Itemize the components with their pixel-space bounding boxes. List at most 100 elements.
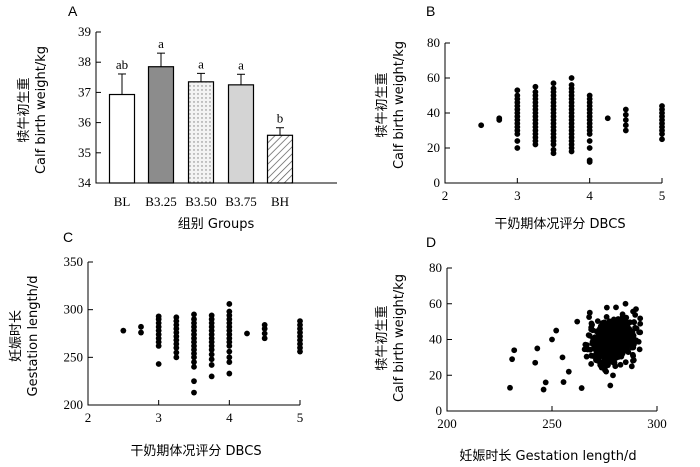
- panel-d-point: [594, 318, 601, 325]
- panel-b-point: [550, 80, 557, 87]
- panel-d-point: [633, 325, 640, 332]
- panel-a-bar: [266, 134, 294, 184]
- panel-c-point: [226, 354, 233, 361]
- panel-d-ylabel-cn: 犊牛初生重: [374, 305, 390, 370]
- panel-b-point: [586, 157, 593, 164]
- panel-d: D 犊牛初生重 Calf birth weight/kg 0 20 40 60 80 20…: [374, 234, 667, 464]
- panel-d-point: [612, 342, 619, 349]
- panel-c-ylabel-en: Gestation length/d: [26, 275, 41, 396]
- panel-d-point: [542, 379, 549, 386]
- panel-b-axes: [444, 43, 662, 184]
- panel-c-xtick-label: 3: [155, 410, 162, 425]
- panel-d-point: [617, 361, 624, 368]
- panel-d-point: [629, 328, 636, 335]
- panel-b-ytick-label: 0: [434, 175, 441, 190]
- panel-d-point: [553, 327, 560, 334]
- panel-d-ytick-label: 80: [429, 260, 442, 275]
- panel-d-point: [607, 322, 614, 329]
- panel-a-xtick-label: BL: [114, 194, 131, 209]
- panel-c-axes: [87, 262, 300, 406]
- panel-d-point: [540, 386, 547, 393]
- panel-d-point: [599, 324, 606, 331]
- panel-b-point: [550, 85, 557, 92]
- panel-d-point: [613, 304, 619, 311]
- panel-a-ytick-label: 36: [78, 115, 92, 130]
- panel-b-point: [496, 115, 503, 122]
- panel-c-point: [138, 323, 144, 330]
- panel-c-point: [244, 330, 250, 337]
- panel-a-significance-letter: ab: [116, 57, 128, 72]
- panel-d-point: [586, 314, 592, 321]
- panel-d-ylabel-en: Calf birth weight/kg: [392, 274, 407, 402]
- panel-a-xtick-label: BH: [271, 194, 289, 209]
- panel-b-letter: B: [426, 3, 435, 19]
- panel-b-axis-ticks: 0 20 40 60 80 2 3 4 5: [427, 35, 665, 203]
- panel-c-point: [191, 389, 197, 396]
- panel-d-point: [607, 382, 614, 389]
- panel-d-axis-ticks: 0 20 40 60 80 200 250 300: [429, 260, 667, 431]
- panel-a-ytick-label: 34: [78, 175, 92, 190]
- panel-c-ytick-label: 250: [64, 349, 84, 364]
- panel-d-point: [612, 323, 619, 330]
- panel-b: B 犊牛初生重 Calf birth weight/kg 0 20 40 60 80 2 3…: [374, 3, 665, 232]
- panel-b-point: [586, 145, 593, 151]
- panel-a-yaxis-ticks: 34 35 36 37 38 39: [78, 24, 101, 190]
- panel-c-point: [191, 363, 197, 370]
- panel-d-point: [612, 363, 619, 370]
- panel-a-xlabel: 组别 Groups: [178, 217, 255, 232]
- panel-a-ytick-label: 39: [78, 24, 91, 39]
- panel-b-point: [514, 92, 521, 99]
- panel-d-letter: D: [426, 234, 436, 250]
- panel-c-point: [261, 330, 268, 337]
- panel-d-point: [592, 346, 599, 353]
- panel-d-points: [507, 300, 644, 393]
- panel-d-point: [619, 345, 626, 352]
- panel-d-point: [614, 332, 621, 339]
- panel-a-bar: [147, 66, 175, 184]
- panel-d-point: [625, 349, 632, 355]
- panel-b-ytick-label: 80: [427, 35, 440, 50]
- panel-a-ytick-label: 35: [78, 145, 91, 160]
- panel-a-ylabel-en: Calf birth weight/kg: [34, 46, 49, 174]
- panel-d-point: [599, 351, 606, 358]
- panel-d-xtick-label: 250: [542, 416, 562, 431]
- panel-a-axes: [95, 32, 337, 184]
- panel-b-ylabel: 犊牛初生重 Calf birth weight/kg: [374, 41, 407, 169]
- panel-b-point: [550, 146, 557, 153]
- panel-d-ytick-label: 40: [429, 332, 442, 347]
- panel-c-point: [120, 327, 127, 334]
- panel-d-point: [636, 346, 643, 353]
- panel-b-ytick-label: 60: [427, 70, 440, 85]
- panel-c-xtick-label: 4: [226, 410, 233, 425]
- panel-b-xtick-label: 5: [659, 188, 666, 203]
- panel-b-point: [622, 127, 629, 134]
- panel-c-ytick-label: 350: [64, 254, 84, 269]
- panel-d-xtick-label: 300: [647, 416, 667, 431]
- panel-d-point: [532, 359, 539, 366]
- panel-d-point: [559, 354, 566, 361]
- panel-d-point: [534, 345, 541, 352]
- panel-d-point: [610, 372, 616, 379]
- panel-b-point: [532, 89, 539, 95]
- panel-c-axis-ticks: 200 250 300 350 2 3 4 5: [64, 254, 304, 425]
- panel-b-point: [622, 106, 629, 113]
- panel-c-ytick-label: 300: [64, 302, 84, 317]
- panel-d-ylabel: 犊牛初生重 Calf birth weight/kg: [374, 274, 407, 402]
- panel-d-point: [509, 356, 515, 363]
- panel-d-point: [603, 313, 610, 320]
- panel-b-point: [659, 136, 665, 143]
- panel-a-ylabel-cn: 犊牛初生重: [16, 77, 32, 142]
- panel-a-xtick-label: B3.50: [185, 194, 216, 209]
- panel-c-point: [191, 378, 197, 385]
- panel-d-point: [604, 341, 610, 348]
- panel-b-ytick-label: 20: [427, 140, 440, 155]
- panel-c-point: [226, 359, 233, 365]
- panel-b-xtick-label: 2: [442, 188, 449, 203]
- panel-c-point: [208, 373, 215, 380]
- panel-c-point: [155, 313, 162, 320]
- panel-c: C 妊娠时长 Gestation length/d 200 250 300 350 2 3…: [9, 229, 303, 459]
- panel-c-point: [261, 335, 268, 342]
- panel-d-point: [622, 332, 628, 338]
- panel-b-ylabel-cn: 犊牛初生重: [374, 72, 390, 137]
